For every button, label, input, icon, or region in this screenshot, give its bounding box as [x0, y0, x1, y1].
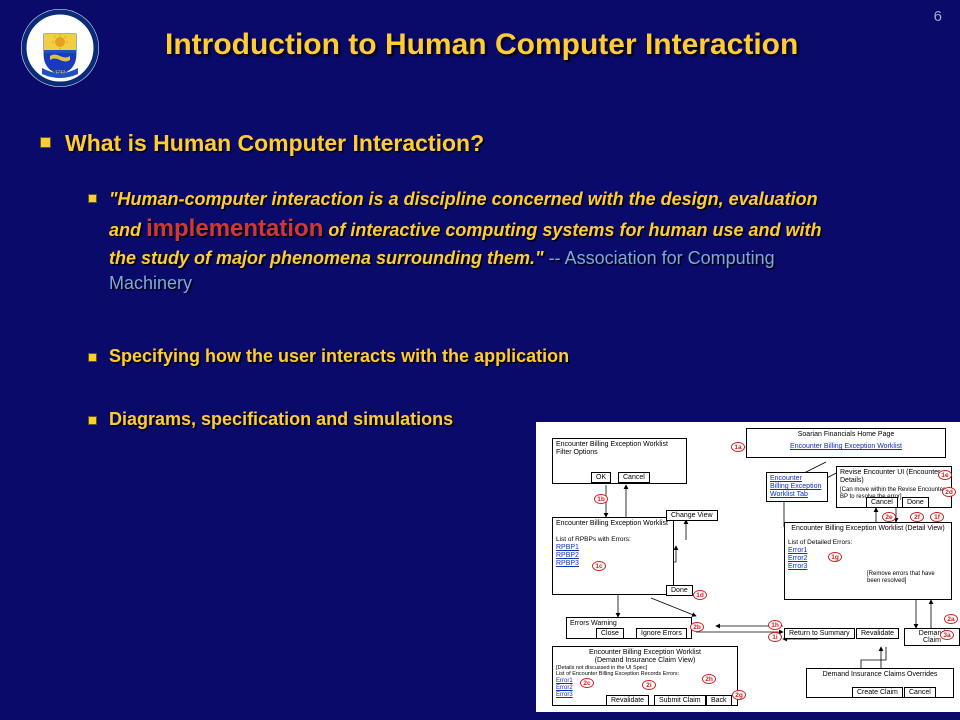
filter-title: Encounter Billing Exception Worklist Fil…	[556, 441, 683, 457]
circle-1f: 1f	[930, 512, 944, 522]
university-seal-logo: 1743	[20, 8, 100, 88]
enc-link3: Worklist Tab	[770, 491, 824, 499]
quote-item: "Human-computer interaction is a discipl…	[88, 187, 930, 296]
btn-close: Close	[596, 628, 624, 639]
circle-2h: 2h	[702, 674, 716, 684]
circle-1b: 1b	[594, 494, 608, 504]
wl-link1: RPBP1	[556, 544, 670, 552]
circle-2g: 2g	[732, 690, 746, 700]
home-title: Soarian Financials Home Page	[750, 431, 942, 439]
bullet-2-text: Specifying how the user interacts with t…	[109, 346, 569, 367]
btn-cancel-3: Cancel	[904, 687, 936, 698]
circle-2f: 2f	[910, 512, 924, 522]
dt-link3: Error3	[788, 563, 948, 571]
home-link: Encounter Billing Exception Worklist	[790, 443, 902, 450]
circle-2c: 2c	[580, 678, 594, 688]
circle-1h: 1h	[768, 620, 782, 630]
btn-ignore: Ignore Errors	[636, 628, 687, 639]
bullet-3-text: Diagrams, specification and simulations	[109, 409, 453, 430]
demand-title1: Encounter Billing Exception Worklist	[556, 649, 734, 657]
btn-cancel: Cancel	[618, 472, 650, 483]
content-area: What is Human Computer Interaction? "Hum…	[40, 130, 930, 468]
enc-link1: Encounter	[770, 475, 824, 483]
worklist-sub: List of RPBPs with Errors:	[556, 536, 670, 543]
btn-done: Done	[902, 497, 929, 508]
circle-1g: 1g	[828, 552, 842, 562]
btn-revalidate-2: Revalidate	[606, 695, 649, 706]
box-worklist: Encounter Billing Exception Worklist Lis…	[552, 517, 674, 595]
circle-1d: 1d	[693, 590, 707, 600]
btn-ok: OK	[591, 472, 611, 483]
circle-2a: 2a	[944, 614, 958, 624]
enc-link2: Billing Exception	[770, 483, 824, 491]
detail-title: Encounter Billing Exception Worklist (De…	[788, 525, 948, 533]
bullet-icon	[88, 194, 97, 203]
btn-cancel-2: Cancel	[866, 497, 898, 508]
quote-separator: --	[544, 248, 565, 268]
bullet-item-2: Specifying how the user interacts with t…	[88, 346, 930, 367]
circle-2b: 2b	[690, 622, 704, 632]
page-number: 6	[934, 8, 942, 25]
subtitle-text: What is Human Computer Interaction?	[65, 130, 484, 157]
circle-1e: 1e	[938, 470, 952, 480]
btn-revalidate: Revalidate	[856, 628, 899, 639]
dt-link2: Error2	[788, 555, 948, 563]
circle-1i: 1i	[768, 632, 782, 642]
btn-change-view: Change View	[666, 510, 718, 521]
box-detail-view: Encounter Billing Exception Worklist (De…	[784, 522, 952, 600]
bullet-icon	[88, 416, 97, 425]
wl-link3: RPBP3	[556, 560, 670, 568]
btn-back: Back	[706, 695, 732, 706]
circle-2d: 2d	[942, 487, 956, 497]
svg-text:1743: 1743	[55, 71, 66, 76]
btn-return: Return to Summary	[784, 628, 855, 639]
quote-text: "Human-computer interaction is a discipl…	[109, 187, 829, 296]
circle-2e: 2e	[882, 512, 896, 522]
errors-title: Errors Warning	[570, 620, 688, 628]
circle-2i: 2i	[642, 680, 656, 690]
override-title: Demand Insurance Claims Overrides	[810, 671, 950, 679]
btn-submit: Submit Claim	[654, 695, 706, 706]
detail-note: [Remove errors that have been resolved]	[867, 571, 947, 585]
btn-done-2: Done	[666, 585, 693, 596]
circle-3a: 3a	[940, 630, 954, 640]
dt-link1: Error1	[788, 547, 948, 555]
revise-title: Revise Encounter UI (Encounter Details)	[840, 469, 948, 485]
subtitle-row: What is Human Computer Interaction?	[40, 130, 930, 157]
bullet-icon	[40, 137, 51, 148]
circle-1c: 1c	[592, 561, 606, 571]
quote-emphasis: implementation	[146, 215, 323, 242]
bullet-icon	[88, 353, 97, 362]
worklist-title: Encounter Billing Exception Worklist	[556, 520, 670, 528]
demand-title2: (Demand Insurance Claim View)	[556, 657, 734, 665]
detail-sub: List of Detailed Errors:	[788, 539, 948, 546]
wl-link2: RPBP2	[556, 552, 670, 560]
btn-create: Create Claim	[852, 687, 903, 698]
workflow-diagram: Soarian Financials Home Page Encounter B…	[536, 422, 960, 712]
circle-1a: 1a	[731, 442, 745, 452]
box-home-page: Soarian Financials Home Page Encounter B…	[746, 428, 946, 458]
slide-title: Introduction to Human Computer Interacti…	[165, 28, 798, 62]
box-encounter-link: Encounter Billing Exception Worklist Tab	[766, 472, 828, 502]
sub-bullet-list: "Human-computer interaction is a discipl…	[88, 187, 930, 430]
